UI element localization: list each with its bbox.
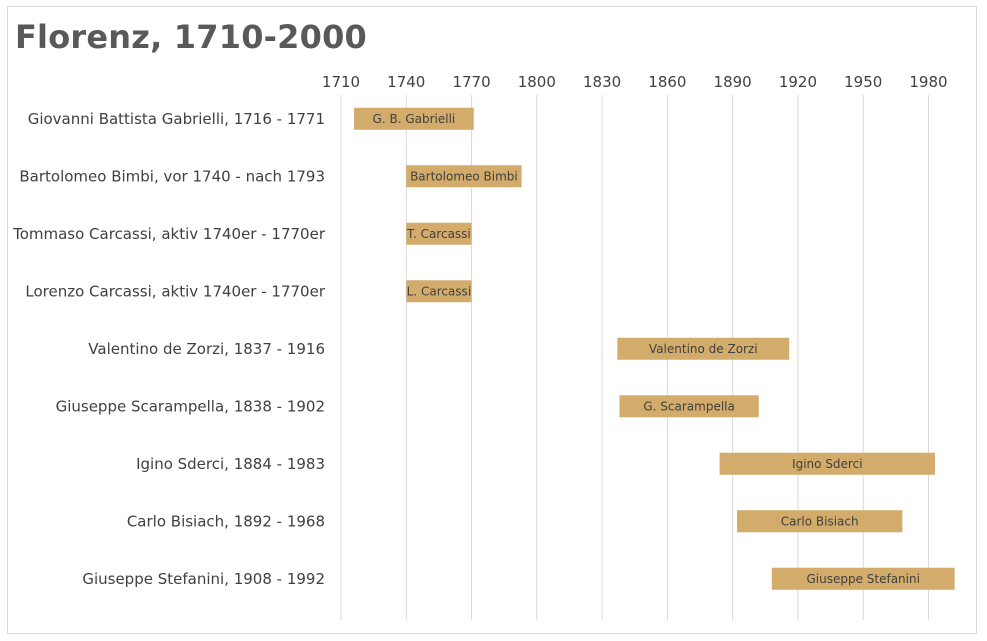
x-tick-label: 1890 [714,73,752,91]
category-label: Giovanni Battista Gabrielli, 1716 - 1771 [28,110,325,128]
bar-label: Carlo Bisiach [781,514,859,528]
bar-label: Igino Sderci [792,457,862,471]
bar [737,510,903,533]
x-tick-label: 1950 [844,73,882,91]
bar [617,337,790,360]
bar-label: L. Carcassi [407,284,472,298]
bars: G. B. Gabrielli Bartolomeo Bimbi T. Carcas… [354,107,955,590]
category-labels: Giovanni Battista Gabrielli, 1716 - 1771… [12,110,326,588]
bar-label: G. Scarampella [643,399,735,413]
bar [719,452,936,475]
bar-label: G. B. Gabrielli [373,112,456,126]
category-label: Bartolomeo Bimbi, vor 1740 - nach 1793 [19,167,325,185]
x-tick-label: 1770 [452,73,490,91]
category-label: Carlo Bisiach, 1892 - 1968 [127,512,325,530]
bar [406,165,522,188]
bar-label: Giuseppe Stefanini [806,572,919,586]
bar-label: Bartolomeo Bimbi [410,169,518,183]
bar [354,107,474,130]
x-axis-ticks: 1710 1740 1770 1800 1830 1860 1890 1920 1950 1980 [322,73,948,91]
category-label: Igino Sderci, 1884 - 1983 [136,455,325,473]
x-tick-label: 1830 [583,73,621,91]
category-label: Giuseppe Stefanini, 1908 - 1992 [82,570,325,588]
category-label: Lorenzo Carcassi, aktiv 1740er - 1770er [25,282,325,300]
x-tick-label: 1740 [387,73,425,91]
category-label: Valentino de Zorzi, 1837 - 1916 [88,340,325,358]
x-tick-label: 1800 [518,73,556,91]
bar [406,222,472,245]
category-label: Tommaso Carcassi, aktiv 1740er - 1770er [12,225,326,243]
category-label: Giuseppe Scarampella, 1838 - 1902 [56,397,325,415]
x-tick-label: 1980 [909,73,947,91]
bar [771,567,955,590]
bar [406,280,472,303]
bar [619,395,759,418]
x-tick-label: 1710 [322,73,360,91]
bar-label: Valentino de Zorzi [649,342,758,356]
x-tick-label: 1860 [648,73,686,91]
x-tick-label: 1920 [779,73,817,91]
bar-label: T. Carcassi [406,227,471,241]
chart-title: Florenz, 1710-2000 [15,18,368,56]
